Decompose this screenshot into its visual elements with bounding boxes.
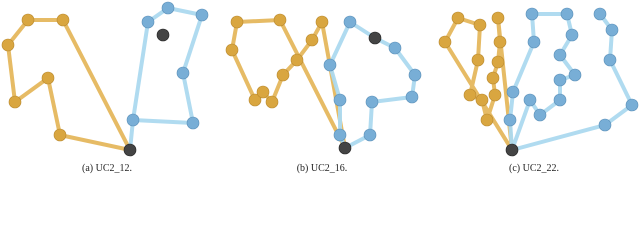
node (21, 13, 35, 27)
node (273, 13, 287, 27)
node (480, 113, 494, 127)
node (161, 1, 175, 15)
node (290, 53, 304, 67)
node (523, 93, 537, 107)
node (156, 28, 170, 42)
node (625, 98, 639, 112)
node (475, 93, 489, 107)
caption: (a) UC2_12. (82, 163, 132, 174)
node (123, 143, 137, 157)
node (126, 113, 140, 127)
node (473, 18, 487, 32)
node (338, 141, 352, 155)
node (8, 95, 22, 109)
node (533, 108, 547, 122)
node (565, 28, 579, 42)
node (553, 48, 567, 62)
node (225, 43, 239, 57)
node (506, 85, 520, 99)
node (598, 118, 612, 132)
node (593, 7, 607, 21)
node (186, 116, 200, 130)
node (438, 35, 452, 49)
node (408, 68, 422, 82)
route (6, 18, 132, 152)
figure: (a) UC2_12. (b) UC2_16. (c) UC2_22. (1, 1, 639, 174)
node (343, 15, 357, 29)
node (41, 71, 55, 85)
node (265, 95, 279, 109)
nodes (225, 13, 422, 155)
node (568, 68, 582, 82)
route (230, 18, 347, 149)
nodes (1, 1, 209, 157)
node (527, 35, 541, 49)
node (368, 31, 382, 45)
node (230, 15, 244, 29)
node (195, 8, 209, 22)
node (605, 23, 619, 37)
node (256, 85, 270, 99)
node (323, 58, 337, 72)
node (141, 15, 155, 29)
node (333, 128, 347, 142)
node (405, 90, 419, 104)
node (471, 53, 485, 67)
node (248, 93, 262, 107)
node (491, 55, 505, 69)
node (603, 53, 617, 67)
node (451, 11, 465, 25)
node (333, 93, 347, 107)
route-panel-a: (a) UC2_12. (1, 1, 209, 174)
node (276, 68, 290, 82)
route-panel-c: (c) UC2_22. (438, 7, 639, 174)
node (176, 66, 190, 80)
node (365, 95, 379, 109)
node (486, 71, 500, 85)
route-panel-b: (b) UC2_16. (225, 13, 422, 174)
node (493, 35, 507, 49)
node (488, 88, 502, 102)
node (1, 38, 15, 52)
node (553, 73, 567, 87)
node (463, 88, 477, 102)
node (53, 128, 67, 142)
caption: (c) UC2_22. (509, 163, 559, 174)
nodes (438, 7, 639, 157)
node (56, 13, 70, 27)
node (503, 113, 517, 127)
node (491, 11, 505, 25)
caption: (b) UC2_16. (297, 163, 348, 174)
node (305, 33, 319, 47)
node (388, 41, 402, 55)
node (363, 128, 377, 142)
node (315, 15, 329, 29)
node (560, 7, 574, 21)
node (525, 7, 539, 21)
node (553, 93, 567, 107)
node (505, 143, 519, 157)
